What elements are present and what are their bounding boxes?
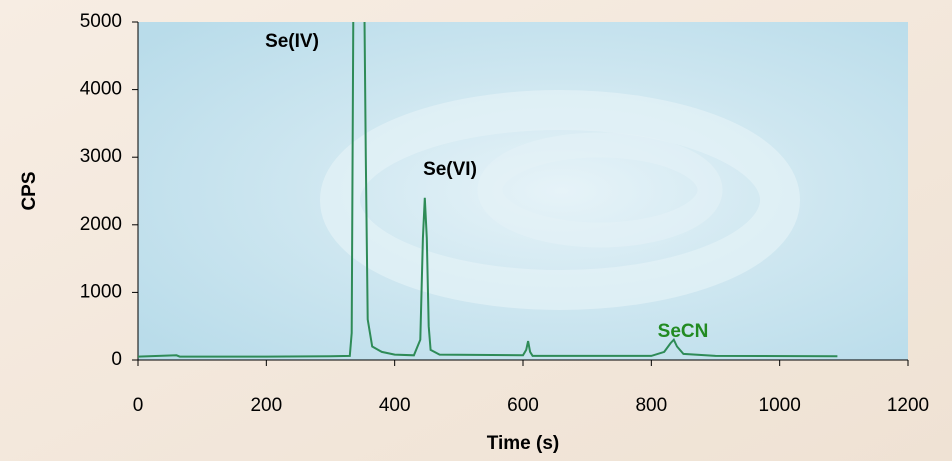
- x-axis-title: Time (s): [487, 433, 560, 454]
- x-tick-label: 200: [250, 395, 282, 416]
- annotation: SeCN: [658, 321, 709, 342]
- x-tick-label: 400: [379, 395, 411, 416]
- swirl: [320, 90, 800, 310]
- x-tick-label: 600: [507, 395, 539, 416]
- x-tick-label: 800: [635, 395, 667, 416]
- y-axis-title: CPS: [19, 171, 40, 210]
- y-tick-label: 2000: [80, 214, 122, 235]
- y-tick-label: 1000: [80, 281, 122, 302]
- data-line: [138, 22, 838, 358]
- swirl: [477, 132, 723, 248]
- y-tick-label: 4000: [80, 79, 122, 100]
- x-tick-label: 0: [133, 395, 144, 416]
- y-tick-label: 5000: [80, 11, 122, 32]
- y-tick-label: 0: [111, 349, 122, 370]
- annotation: Se(VI): [423, 159, 477, 180]
- x-tick-label: 1000: [759, 395, 801, 416]
- x-tick-label: 1200: [887, 395, 929, 416]
- annotation: Se(IV): [265, 31, 319, 52]
- y-tick-label: 3000: [80, 146, 122, 167]
